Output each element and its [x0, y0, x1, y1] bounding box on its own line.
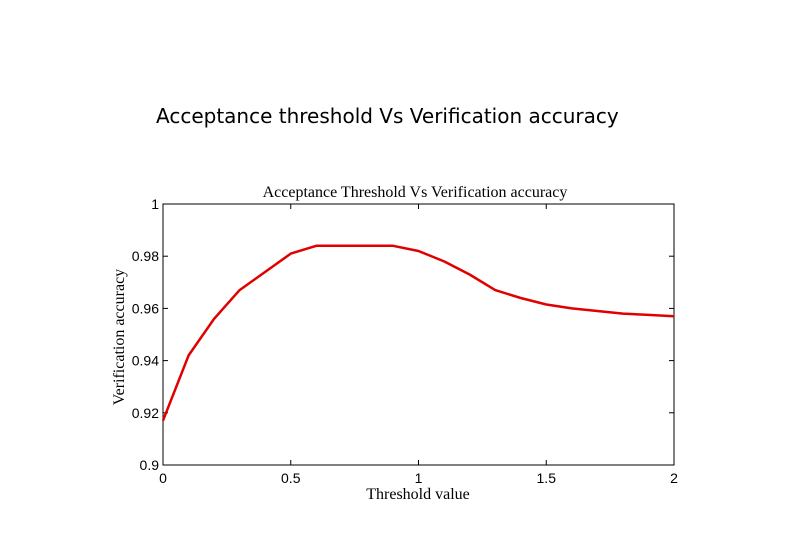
- x-axis-label: Threshold value: [366, 486, 470, 503]
- x-tick-label: 2: [670, 470, 678, 486]
- y-tick-label: 0.96: [132, 300, 159, 316]
- x-tick-label: 1.5: [537, 470, 557, 486]
- y-tick-label: 0.9: [140, 457, 160, 473]
- x-tick-label: 0.5: [281, 470, 301, 486]
- y-tick-label: 0.98: [132, 248, 159, 264]
- x-tick-label: 1: [415, 470, 423, 486]
- chart-title: Acceptance Threshold Vs Verification acc…: [263, 184, 568, 201]
- y-tick-label: 0.94: [132, 353, 159, 369]
- x-axis: 0 0.5 1 1.5 2: [159, 204, 678, 486]
- series-line: [161, 244, 675, 422]
- series-layer: [161, 244, 675, 422]
- x-tick-label: 0: [159, 470, 167, 486]
- y-axis: 0.9 0.92 0.94 0.96 0.98 1: [132, 196, 674, 473]
- y-tick-label: 1: [151, 196, 159, 212]
- y-axis-label: Verification accuracy: [111, 269, 128, 405]
- y-tick-label: 0.92: [132, 405, 159, 421]
- page-heading: Acceptance threshold Vs Verification acc…: [156, 104, 619, 128]
- plot-area-frame: [162, 203, 675, 466]
